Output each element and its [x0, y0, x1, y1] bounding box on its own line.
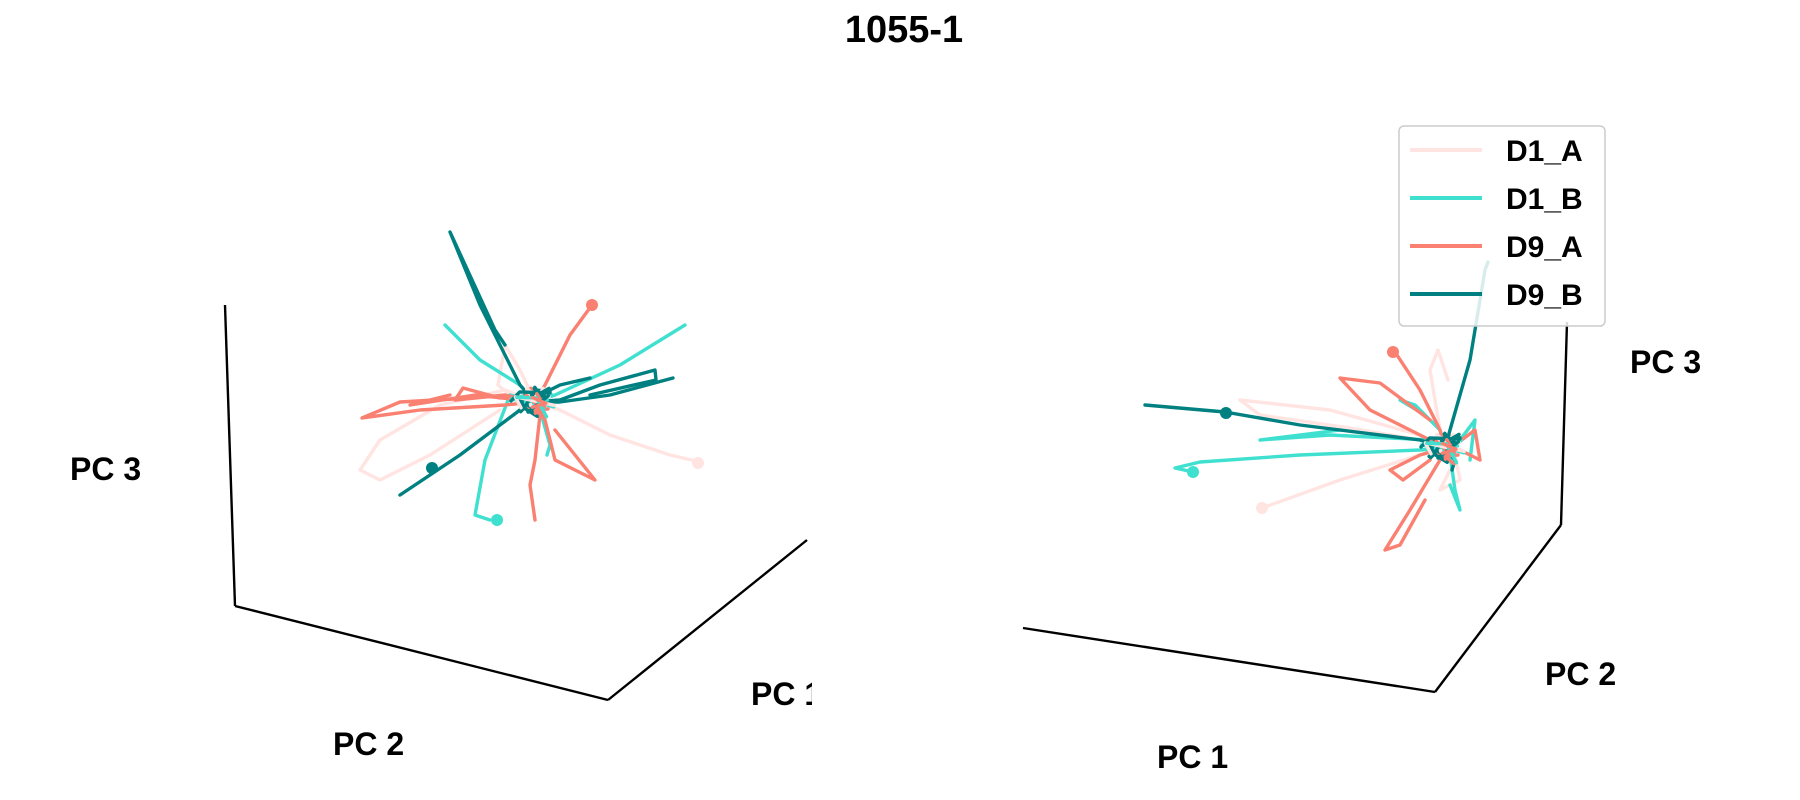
left-zlabel: PC 3: [70, 451, 141, 487]
trajectory-d1-b: [473, 393, 537, 522]
trajectory-start-marker-d9-a: [586, 299, 598, 311]
legend: D1_A D1_B D9_A D9_B: [1398, 125, 1606, 327]
right-axis-z: [1559, 321, 1569, 526]
left-panel: PC 3 PC 2 PC 1: [70, 230, 822, 762]
right-axis-x: [1022, 626, 1436, 694]
trajectory-d1-a: [533, 400, 702, 464]
trajectory-cluster-segment: [1419, 436, 1462, 449]
right-trajectories: [1143, 260, 1490, 552]
legend-frame: [1398, 125, 1606, 327]
chart-title: 1055-1: [845, 9, 963, 51]
left-xlabel: PC 1: [751, 676, 822, 712]
left-axis-z: [223, 304, 237, 607]
trajectory-cluster-segment: [530, 395, 548, 409]
trajectory-d9-b: [448, 230, 537, 404]
right-xlabel: PC 1: [1157, 739, 1228, 775]
right-axis-y: [1434, 524, 1562, 693]
left-axis-x: [607, 539, 808, 701]
right-ylabel: PC 2: [1545, 656, 1616, 692]
trajectory-start-marker-d1-a: [1256, 502, 1268, 514]
left-ylabel: PC 2: [333, 726, 404, 762]
right-axes: [1022, 321, 1569, 694]
trajectory-d9-a: [1388, 446, 1447, 482]
trajectory-d9-a: [528, 400, 542, 522]
left-axis-y: [234, 604, 609, 702]
trajectory-d1-a: [358, 388, 537, 482]
legend-label-d9-a: D9_A: [1506, 231, 1583, 264]
trajectory-start-marker-d1-b: [1187, 466, 1199, 478]
right-panel: PC 1 PC 2 PC 3 D1_A D1_B D9_A D9_B: [1022, 125, 1701, 775]
trajectory-start-marker-d1-b: [491, 514, 503, 526]
trajectory-d9-b: [533, 376, 675, 404]
trajectory-start-marker-d9-b: [1220, 407, 1232, 419]
trajectory-start-marker-d1-a: [692, 457, 704, 469]
trajectory-cluster-segment: [1440, 441, 1458, 455]
trajectory-d1-b: [1173, 446, 1447, 474]
trajectory-start-marker-d9-a: [1387, 346, 1399, 358]
trajectory-cluster-segment: [509, 390, 552, 403]
right-zlabel: PC 3: [1630, 344, 1701, 380]
legend-label-d1-a: D1_A: [1506, 135, 1583, 168]
legend-label-d1-b: D1_B: [1506, 183, 1583, 216]
left-trajectories: [358, 230, 704, 526]
left-axes: [223, 304, 808, 702]
trajectory-start-marker-d9-b: [426, 462, 438, 474]
trajectory-d9-a: [360, 396, 537, 420]
legend-label-d9-b: D9_B: [1506, 279, 1583, 312]
